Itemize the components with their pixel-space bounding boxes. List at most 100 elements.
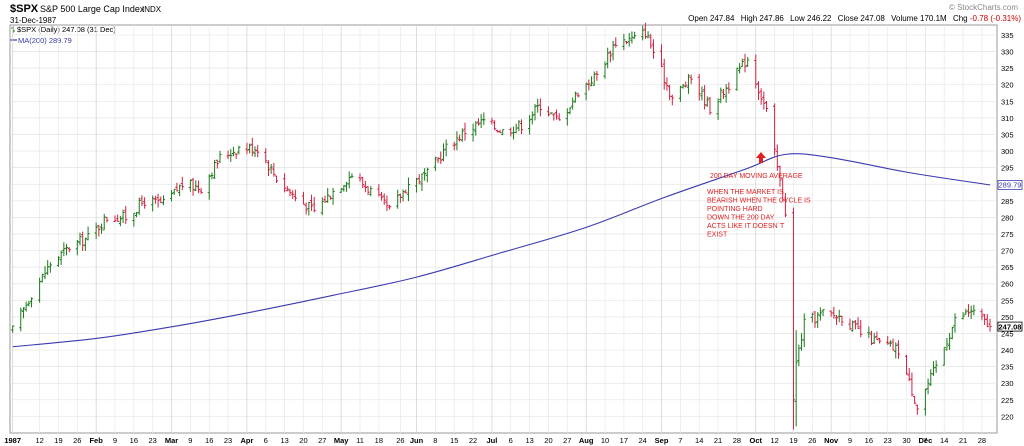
- plot-area: [9, 24, 998, 434]
- ohlc-bar-up: [945, 337, 949, 351]
- ohlc-bar-up: [207, 174, 211, 200]
- ohlc-bar-up: [423, 168, 427, 181]
- ohlc-bar-down: [272, 162, 276, 177]
- ohlc-bar-up: [331, 187, 335, 205]
- watermark: © StockCharts.com: [949, 3, 1018, 12]
- x-tick-label: 24: [639, 436, 647, 445]
- ohlc-bar-down: [519, 119, 524, 135]
- ohlc-bar-down: [980, 308, 984, 321]
- ohlc-bar-down: [878, 337, 882, 344]
- ohlc-bar-down: [105, 216, 109, 223]
- ohlc-bar-down: [791, 207, 796, 430]
- ohlc-bar-down: [896, 340, 901, 359]
- x-tick-label: 12: [770, 436, 778, 445]
- ohlc-bar-up: [137, 197, 141, 216]
- ohlc-bar-up: [735, 67, 739, 91]
- ohlc-bar-down: [915, 404, 919, 415]
- price-bars: [11, 22, 992, 430]
- ohlc-bar-up: [953, 313, 957, 333]
- ohlc-bar-up: [479, 114, 483, 129]
- ohlc-bar-down: [175, 182, 179, 192]
- y-tick-label: 280: [1001, 213, 1014, 222]
- ohlc-bar-up: [969, 305, 973, 320]
- x-tick-label: 23: [149, 436, 157, 445]
- legend-ma: MA(200) 289.79: [18, 36, 72, 45]
- x-tick-label: 21: [714, 436, 722, 445]
- ohlc-bar-up: [151, 195, 155, 212]
- ohlc-bar-up: [441, 143, 446, 162]
- ohlc-bar-down: [358, 173, 362, 182]
- ohlc-bar-down: [665, 77, 669, 91]
- ohlc-bar-up: [923, 388, 927, 416]
- ohlc-bar-down: [670, 94, 674, 106]
- ohlc-bar-down: [985, 314, 989, 328]
- ohlc-bar-up: [46, 260, 50, 275]
- x-tick-label: 13: [280, 436, 288, 445]
- annotation-body: WHEN THE MARKET IS BEARISH WHEN THE CYCLE…: [707, 189, 811, 239]
- ohlc-bar-down: [490, 117, 494, 125]
- ohlc-bar-down: [576, 92, 580, 98]
- ohlc-bar-up: [188, 179, 192, 192]
- ohlc-bar-up: [48, 262, 52, 273]
- chart-name: S&P 500 Large Cap Index: [40, 4, 145, 14]
- ohlc-bar-down: [274, 175, 279, 183]
- annotation: 200 DAY MOVING AVERAGE WHEN THE MARKET I…: [707, 152, 811, 239]
- ohlc-bar-down: [388, 204, 392, 210]
- ohlc-bar-down: [291, 190, 295, 199]
- quote-low: 246.22: [807, 14, 832, 23]
- x-tick-label: 26: [73, 436, 81, 445]
- x-tick-label: 6: [264, 436, 268, 445]
- ohlc-bar-down: [81, 231, 85, 252]
- ohlc-bar-up: [178, 184, 182, 197]
- ohlc-bar-down: [721, 88, 726, 99]
- y-tick-label: 240: [1001, 346, 1014, 355]
- ohlc-bar-down: [856, 317, 860, 329]
- ohlc-bar-up: [401, 189, 405, 202]
- ohlc-bar-up: [894, 342, 898, 359]
- ohlc-bar-up: [248, 143, 252, 154]
- up-arrow-icon: [756, 152, 766, 163]
- ohlc-bar-up: [406, 177, 411, 202]
- ohlc-bar-down: [557, 113, 561, 121]
- y-tick-label: 295: [1001, 164, 1014, 173]
- x-tick-label: Aug: [579, 436, 594, 445]
- y-tick-label: 230: [1001, 379, 1014, 388]
- y-tick-label: 320: [1001, 81, 1014, 90]
- ohlc-bar-up: [700, 86, 704, 101]
- ohlc-bar-down: [312, 197, 316, 213]
- ohlc-bar-down: [264, 148, 268, 164]
- x-tick-label: 9: [848, 436, 852, 445]
- x-tick-label: 16: [205, 436, 213, 445]
- quote-volume-label: Volume: [891, 14, 918, 23]
- ohlc-bar-up: [169, 190, 174, 202]
- ohlc-bar-up: [818, 307, 822, 321]
- ohlc-bar-down: [498, 129, 502, 134]
- x-tick-label: 6: [509, 436, 513, 445]
- ohlc-bar-down: [703, 85, 707, 110]
- ohlc-bar-up: [482, 112, 486, 126]
- ohlc-bar-up: [573, 91, 577, 103]
- ohlc-bar-down: [595, 71, 599, 81]
- ohlc-bar-down: [651, 39, 656, 59]
- quote-chg-label: Chg: [953, 14, 968, 23]
- x-tick-label: Oct: [750, 436, 763, 445]
- ohlc-bar-up: [589, 76, 594, 87]
- quote-volume: 170.1M: [920, 14, 947, 23]
- x-tick-label: 21: [959, 436, 967, 445]
- ohlc-bar-down: [361, 176, 365, 188]
- ohlc-bar-down: [659, 44, 664, 68]
- quote-low-label: Low: [790, 14, 805, 23]
- ohlc-bar-up: [867, 326, 871, 338]
- ohlc-bar-down: [385, 195, 389, 212]
- ohlc-bar-up: [320, 197, 324, 216]
- ohlc-bar-down: [476, 118, 481, 126]
- y-tick-label: 235: [1001, 363, 1014, 372]
- ohlc-bar-up: [646, 31, 650, 39]
- ohlc-bar-down: [783, 193, 787, 218]
- ohlc-bar-up: [888, 340, 892, 347]
- annotation-line: ACTS LIKE IT DOESN`T: [707, 223, 785, 230]
- ohlc-bar-up: [460, 128, 464, 142]
- ohlc-bar-up: [724, 84, 728, 103]
- x-tick-label: May: [334, 436, 349, 445]
- ohlc-bar-up: [210, 172, 214, 180]
